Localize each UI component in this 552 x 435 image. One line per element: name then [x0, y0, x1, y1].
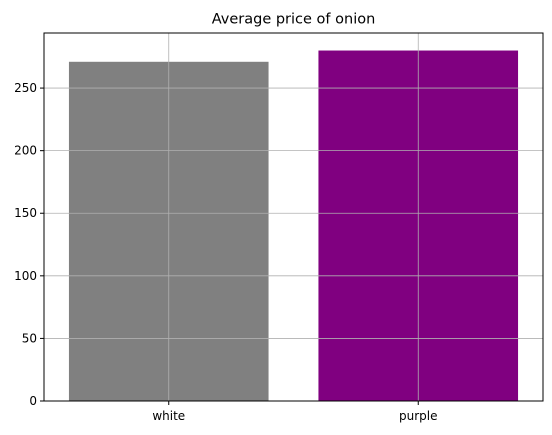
x-tick-label-white: white [152, 409, 185, 423]
bars-layer [68, 50, 519, 402]
y-tick-label-100: 100 [14, 269, 37, 283]
ticks-layer: 0 50 100 150 200 250 white purple [14, 81, 437, 423]
axes-layer [43, 32, 544, 402]
y-tick-label-0: 0 [29, 394, 37, 408]
axes-frame [43, 32, 544, 402]
y-tick-label-50: 50 [22, 331, 37, 345]
y-tick-label-200: 200 [14, 144, 37, 158]
chart-title: Average price of onion [212, 12, 376, 28]
y-tick-label-250: 250 [14, 81, 37, 95]
x-tick-label-purple: purple [399, 409, 438, 423]
y-tick-label-150: 150 [14, 206, 37, 220]
